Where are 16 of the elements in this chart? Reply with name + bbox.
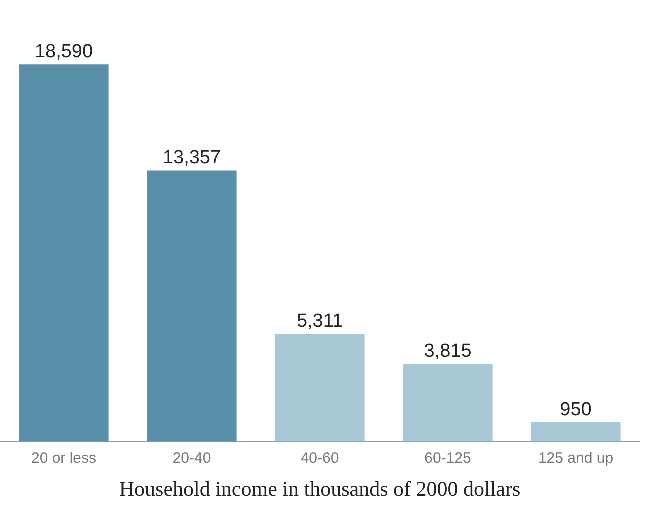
bar <box>275 334 365 442</box>
x-tick-label: 20-40 <box>172 450 212 467</box>
bar <box>19 64 109 442</box>
bar <box>147 170 237 442</box>
x-tick-label: 20 or less <box>31 450 97 467</box>
data-label: 3,815 <box>424 341 472 362</box>
data-label: 950 <box>560 399 592 420</box>
x-tick-label: 125 and up <box>538 450 614 467</box>
x-tick-label: 40-60 <box>300 450 340 467</box>
data-label: 13,357 <box>162 148 222 169</box>
data-label: 18,590 <box>34 41 94 62</box>
x-tick-label: 60-125 <box>424 450 472 467</box>
bar <box>531 422 621 442</box>
x-axis-title: Household income in thousands of 2000 dollars <box>119 476 521 501</box>
bar <box>403 364 493 442</box>
data-label: 5,311 <box>296 310 344 332</box>
